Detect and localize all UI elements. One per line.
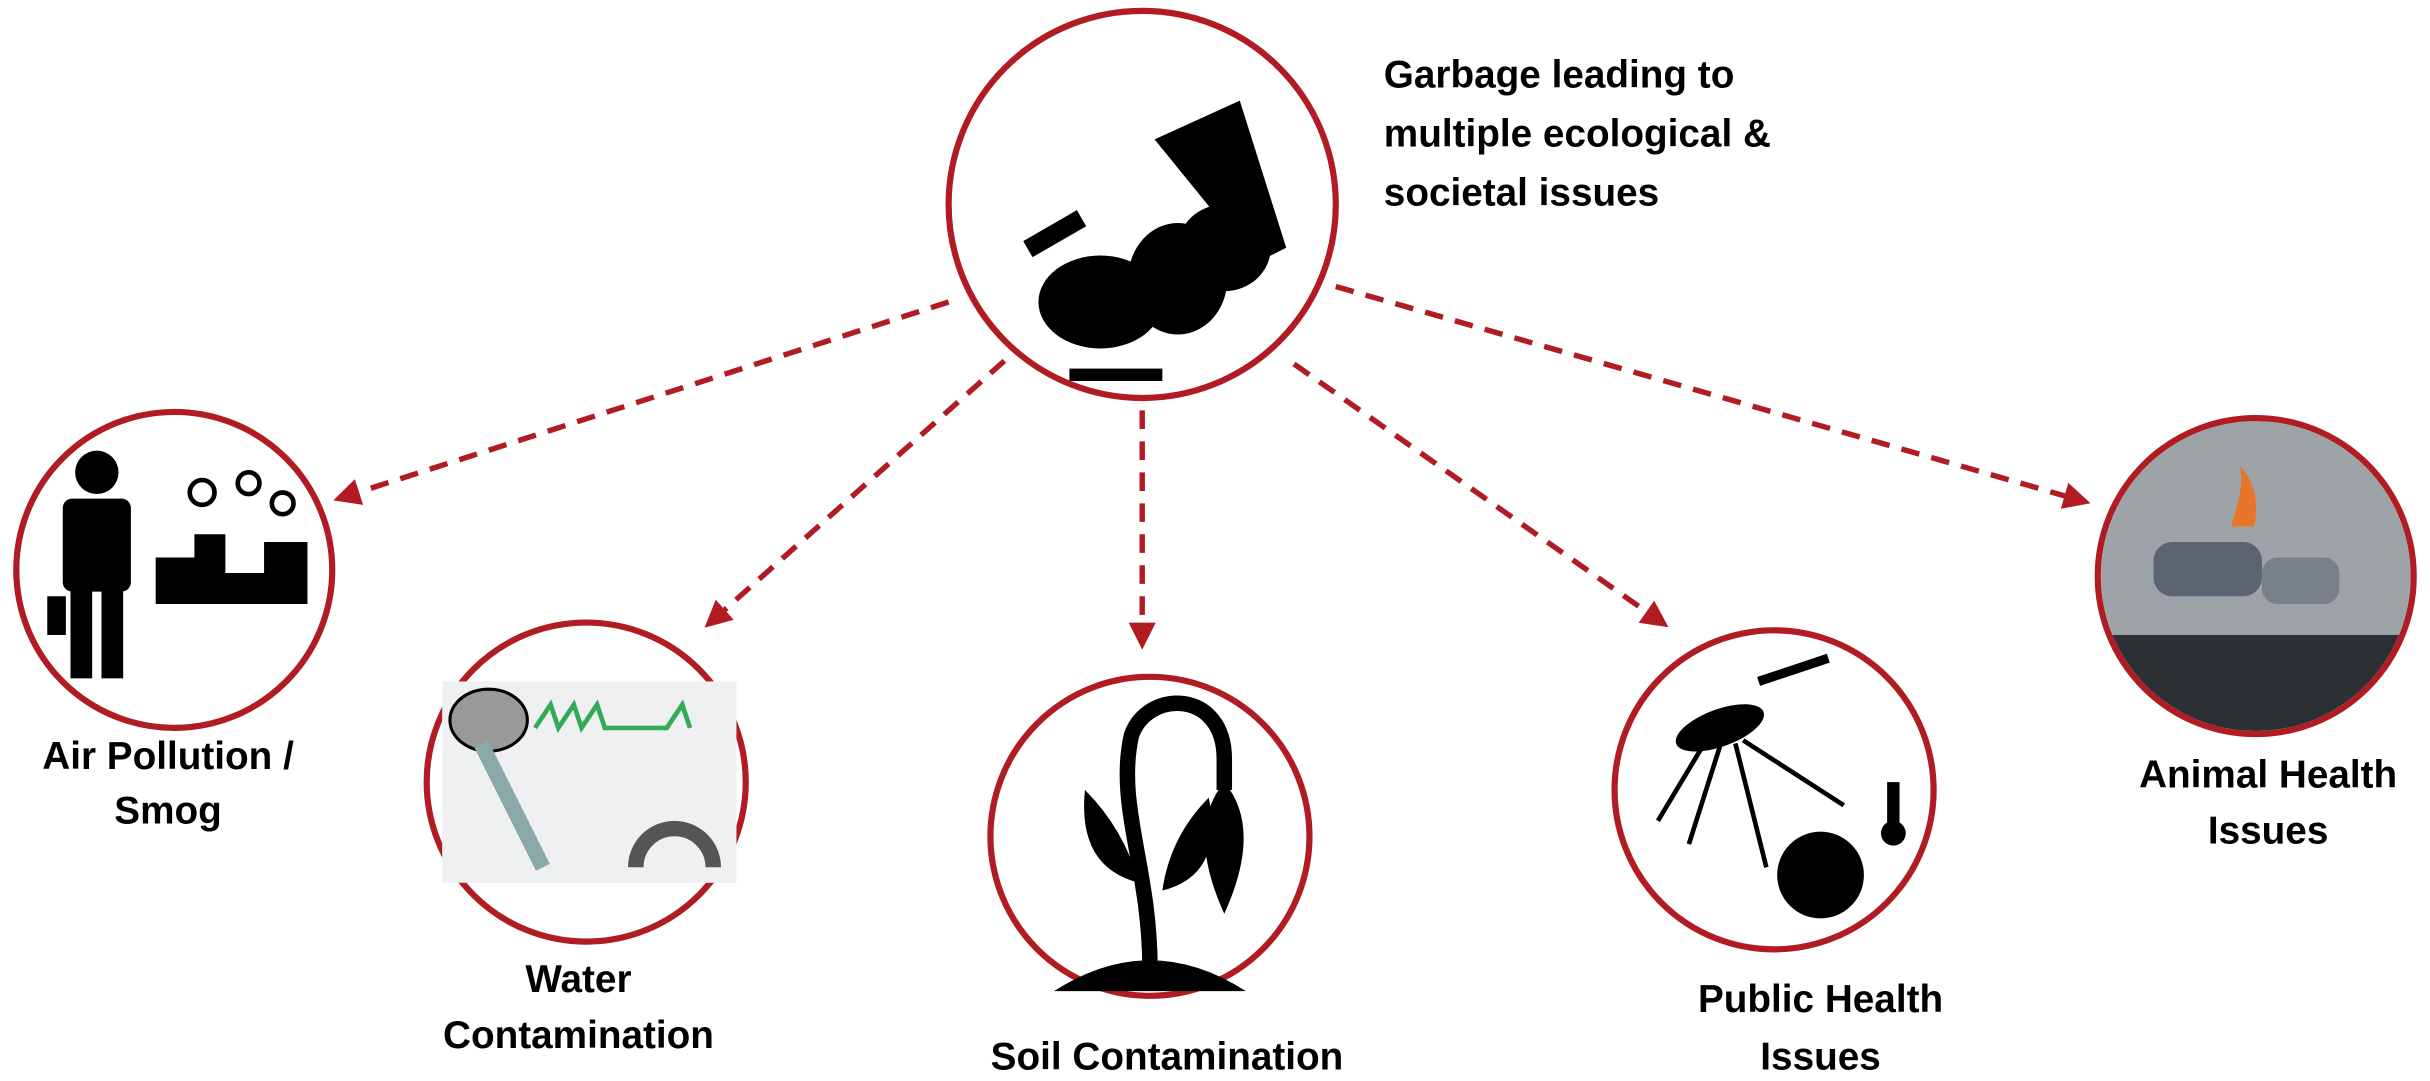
center-label: multiple ecological & xyxy=(1384,113,1771,156)
air-node: Air Pollution / Smog xyxy=(16,412,332,832)
arrow xyxy=(338,302,948,499)
node-label: Issues xyxy=(1760,1036,1880,1079)
node-label: Public Health xyxy=(1698,978,1943,1021)
center-node: Garbage leading to multiple ecological &… xyxy=(949,11,1771,398)
node-label: Soil Contamination xyxy=(991,1036,1344,1079)
center-label: societal issues xyxy=(1384,171,1659,214)
arrow xyxy=(1294,364,1664,624)
arrow xyxy=(709,361,1005,624)
public-node: Public Health Issues xyxy=(1615,630,1944,1078)
node-label: Issues xyxy=(2208,809,2329,852)
soil-node: Soil Contamination xyxy=(990,677,1343,1079)
node-label: Contamination xyxy=(443,1014,714,1057)
center-label: Garbage leading to xyxy=(1384,54,1735,97)
node-label: Smog xyxy=(114,789,222,832)
diagram: Garbage leading to multiple ecological &… xyxy=(0,0,2430,1081)
node-label: Animal Health xyxy=(2139,754,2397,797)
node-label: Air Pollution / xyxy=(42,735,294,778)
water-node: Water Contamination xyxy=(427,623,746,1057)
animal-node: Animal Health Issues xyxy=(2098,418,2414,852)
water-icon xyxy=(442,681,736,882)
center-circle xyxy=(949,11,1336,398)
node-label: Water xyxy=(525,958,631,1001)
